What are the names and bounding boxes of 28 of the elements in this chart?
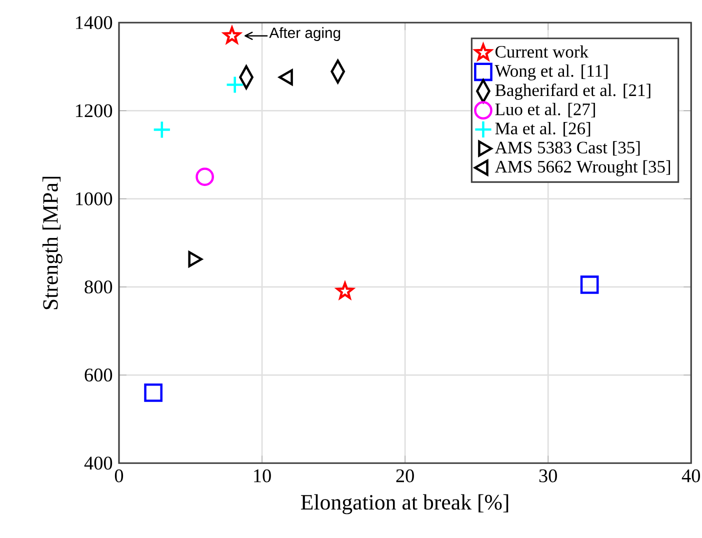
annotation: After aging <box>269 27 340 41</box>
y-tick-label: 1400 <box>76 16 112 30</box>
x-tick-label: 0 <box>114 469 124 482</box>
legend-label: Current work <box>495 45 588 58</box>
legend-label: AMS 5383 Cast [35] <box>494 141 640 156</box>
point <box>152 120 172 139</box>
legend-label: Wong et al. [11] <box>494 64 608 80</box>
x-tick-label: 40 <box>682 469 700 482</box>
legend-label: Bagherifard et al. [21] <box>495 84 650 100</box>
point <box>226 76 244 94</box>
point <box>580 276 599 294</box>
x-tick-label: 30 <box>539 469 557 482</box>
y-axis-title: Strength [MPa] <box>42 176 62 310</box>
legend-label: Luo et al. [27] <box>495 102 595 118</box>
x-tick-label: 10 <box>254 469 271 482</box>
point <box>144 383 163 402</box>
point <box>196 168 214 186</box>
x-axis-title: Elongation at break [%] <box>301 494 508 514</box>
point <box>336 282 354 299</box>
y-tick-label: 1000 <box>76 192 112 206</box>
legend-label: AMS 5662 Wrought [35] <box>494 160 670 176</box>
y-tick-label: 600 <box>84 368 112 382</box>
y-tick-label: 400 <box>84 456 112 470</box>
y-tick-label: 800 <box>84 280 112 294</box>
y-tick-label: 1200 <box>76 104 112 118</box>
x-tick-label: 20 <box>396 469 414 482</box>
legend-label: Ma et al. [26] <box>495 122 590 137</box>
point <box>223 26 241 44</box>
